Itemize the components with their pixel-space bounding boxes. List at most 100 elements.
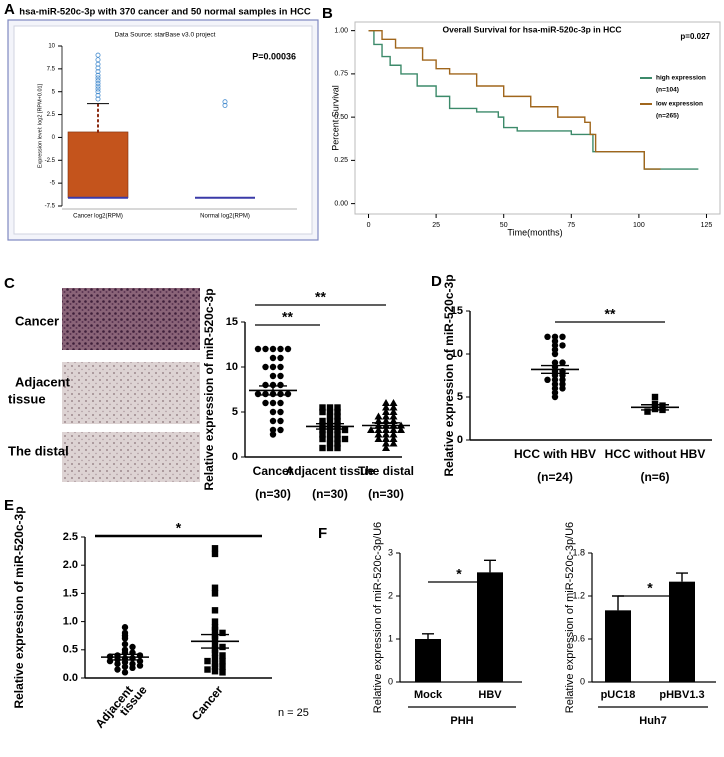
n-label: (n=6)	[640, 470, 669, 484]
y-axis-label: Relative expression of miR-520c-3p	[12, 506, 26, 708]
x-tick-label: Adjacent tissue	[286, 464, 375, 478]
significance-label: **	[605, 306, 616, 322]
data-point	[651, 400, 659, 408]
data-point	[334, 417, 341, 425]
n-label: (n=24)	[537, 470, 573, 484]
y-axis-label: Relative expression of miR-520c-3p/U6	[564, 522, 576, 713]
y-tick-label: 1.00	[334, 27, 348, 34]
data-point	[326, 404, 334, 411]
data-point	[269, 399, 277, 407]
data-point	[559, 342, 566, 349]
data-point	[326, 417, 334, 425]
data-point	[277, 390, 284, 398]
y-tick-label: 15	[226, 316, 238, 328]
x-tick-label: 125	[701, 222, 713, 229]
data-point	[219, 652, 226, 659]
data-point	[334, 440, 341, 447]
error-bar	[484, 559, 496, 573]
x-tick-label: pHBV1.3	[659, 689, 704, 701]
data-point	[121, 640, 129, 648]
n-label: (n=30)	[312, 487, 348, 501]
y-tick-label: 2	[388, 590, 393, 600]
data-point	[334, 408, 341, 416]
data-point	[326, 413, 334, 420]
data-point	[121, 635, 129, 642]
data-point	[219, 657, 226, 665]
n-label: (n=30)	[368, 487, 404, 501]
outlier	[95, 75, 101, 81]
y-tick-label: 2.5	[47, 112, 56, 118]
data-point	[559, 333, 566, 340]
y-tick-label: 2.5	[63, 531, 78, 543]
x-tick-label: 25	[432, 222, 440, 229]
data-point	[551, 350, 559, 358]
data-point	[114, 660, 121, 668]
histology-image	[62, 288, 200, 350]
significance-label: *	[176, 520, 182, 536]
y-tick-label: 0	[457, 434, 463, 446]
data-point	[114, 666, 121, 673]
data-point	[277, 372, 284, 380]
data-point	[382, 426, 390, 433]
y-tick-label: 0.6	[572, 633, 585, 643]
bar	[605, 610, 631, 682]
significance-label: *	[647, 580, 653, 596]
data-point	[326, 444, 334, 452]
p-value: P=0.00036	[252, 51, 296, 61]
data-point	[129, 664, 136, 672]
y-axis-label: Expression level: log2 [RPM+0.01]	[37, 83, 43, 168]
data-point	[334, 413, 341, 420]
y-tick-label: 3	[388, 547, 393, 557]
data-point	[262, 363, 269, 371]
y-tick-label: 1.2	[572, 590, 585, 600]
data-point	[204, 657, 211, 665]
data-point	[319, 408, 326, 416]
image-label: Cancer	[15, 313, 59, 328]
group-label: PHH	[450, 715, 473, 727]
error-bar	[259, 385, 287, 396]
chart-subtitle: Data Source: starBase v3.0 project	[115, 32, 216, 39]
data-point	[551, 393, 559, 401]
data-point	[211, 626, 219, 634]
plot-frame	[354, 21, 721, 215]
data-point	[382, 399, 390, 406]
survival-curve	[368, 29, 661, 170]
data-point	[269, 417, 277, 425]
data-point	[382, 403, 390, 411]
data-point	[211, 668, 219, 675]
y-tick-label: 0.5	[63, 644, 78, 656]
error-bar	[422, 633, 434, 639]
x-tick-label: Cancer	[189, 683, 226, 723]
image-label: Adjacent	[15, 374, 71, 389]
data-point	[319, 431, 326, 438]
y-tick-label: 5	[232, 406, 238, 418]
outlier	[222, 102, 228, 108]
y-tick-label: 0.0	[63, 672, 78, 684]
panel-letter: F	[318, 525, 327, 542]
note: n = 25	[278, 707, 309, 719]
data-point	[374, 430, 383, 438]
data-point	[284, 390, 292, 398]
data-point	[326, 431, 334, 438]
panel-letter: D	[431, 273, 442, 290]
y-tick-label: 0	[52, 135, 56, 141]
data-point	[382, 444, 390, 451]
data-point	[319, 426, 326, 434]
y-axis-label: Relative expression of miR-520c-3p	[202, 288, 216, 490]
significance-label: *	[456, 566, 462, 582]
x-tick-label: Mock	[414, 689, 443, 701]
data-point	[277, 354, 284, 362]
panel-letter: B	[322, 5, 333, 22]
data-point	[389, 430, 398, 438]
data-point	[382, 439, 390, 447]
data-point	[651, 393, 659, 401]
data-point	[397, 426, 405, 433]
data-point	[211, 584, 219, 591]
data-point	[277, 363, 284, 371]
data-point	[374, 435, 383, 442]
legend-label: high expression	[656, 75, 706, 82]
data-point	[219, 669, 226, 676]
data-point	[211, 545, 219, 552]
data-point	[326, 408, 334, 416]
y-tick-label: 1.8	[572, 547, 585, 557]
